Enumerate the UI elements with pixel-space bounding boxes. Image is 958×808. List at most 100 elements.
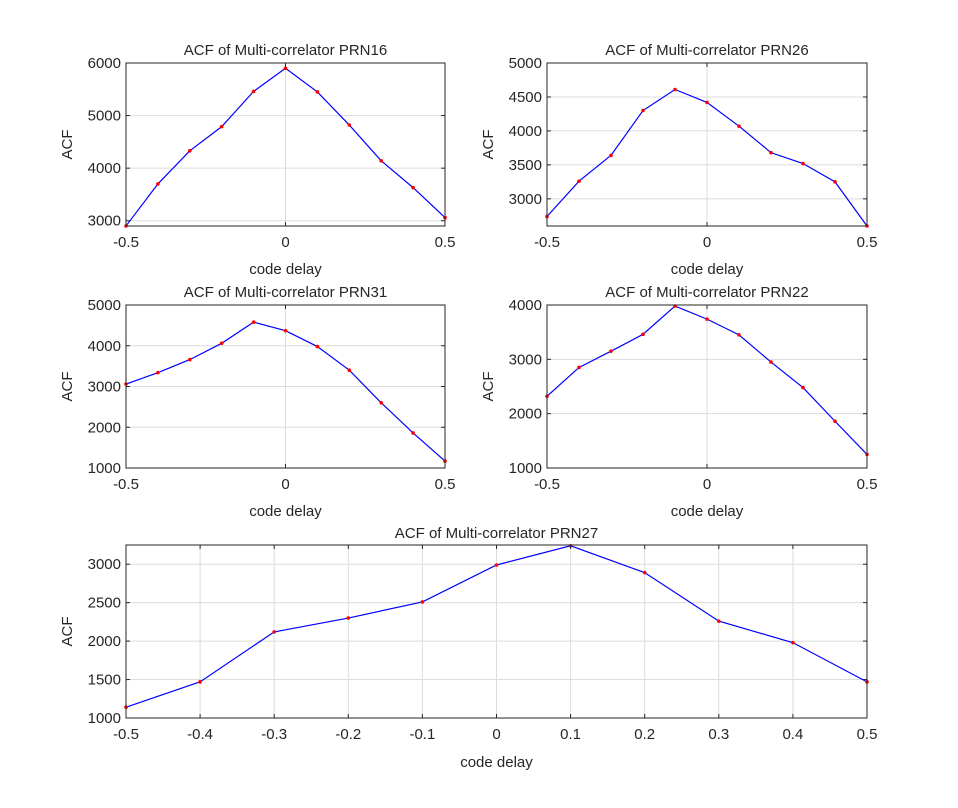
y-tick-label: 2500 <box>88 595 121 612</box>
data-point-marker <box>641 332 645 337</box>
data-point-marker <box>188 149 192 153</box>
y-tick-label: 3500 <box>509 157 542 174</box>
y-tick-label: 4000 <box>509 297 542 314</box>
subplot-title: ACF of Multi-correlator PRN27 <box>395 525 598 542</box>
x-tick-label: 0 <box>281 476 289 493</box>
y-axis-label: ACF <box>59 130 76 160</box>
subplot-title: ACF of Multi-correlator PRN22 <box>605 284 808 301</box>
subplot-title: ACF of Multi-correlator PRN16 <box>184 42 387 59</box>
ticks-layer: -0.5 0 0.5 3000 3500 4000 4500 5000 <box>509 55 878 251</box>
x-tick-label: 0.4 <box>782 726 803 743</box>
data-point-marker <box>219 124 224 129</box>
data-point-marker <box>737 333 741 337</box>
y-tick-label: 5000 <box>509 55 542 72</box>
y-tick-label: 3000 <box>509 191 542 208</box>
y-tick-label: 3000 <box>509 351 542 368</box>
data-point-marker <box>283 328 288 333</box>
x-tick-label: -0.5 <box>113 234 139 251</box>
data-point-marker <box>315 90 320 94</box>
data-point-marker <box>347 123 352 127</box>
data-point-marker <box>156 182 160 186</box>
ticks-layer: -0.5 0 0.5 1000 2000 3000 4000 5000 <box>88 297 456 493</box>
data-point-marker <box>347 368 352 373</box>
data-point-marker <box>315 344 320 349</box>
series-layer <box>124 320 447 463</box>
y-tick-label: 2000 <box>88 633 121 650</box>
y-tick-label: 3000 <box>88 556 121 573</box>
data-point-marker <box>801 161 805 166</box>
y-axis-label: ACF <box>480 130 497 160</box>
data-point-marker <box>251 89 256 94</box>
series-layer <box>545 304 869 457</box>
y-tick-label: 6000 <box>88 55 121 72</box>
x-tick-label: -0.1 <box>409 726 435 743</box>
x-tick-label: -0.4 <box>187 726 213 743</box>
data-point-marker <box>717 619 721 623</box>
x-tick-label: 0.5 <box>857 234 878 251</box>
y-tick-label: 1000 <box>88 710 121 727</box>
data-point-marker <box>411 431 415 435</box>
x-tick-label: 0 <box>703 476 711 493</box>
x-axis-label: code delay <box>671 261 744 278</box>
x-axis-label: code delay <box>460 754 533 771</box>
data-point-marker <box>346 616 351 620</box>
y-axis-label: ACF <box>480 372 497 402</box>
data-point-marker <box>272 630 277 634</box>
x-tick-label: 0 <box>492 726 500 743</box>
x-tick-label: -0.2 <box>335 726 361 743</box>
x-tick-label: 0.5 <box>435 476 456 493</box>
data-point-marker <box>673 87 677 92</box>
x-tick-label: -0.3 <box>261 726 287 743</box>
ticks-layer: -0.5 0 0.5 3000 4000 5000 6000 <box>88 55 456 251</box>
x-axis-label: code delay <box>671 503 744 520</box>
subplot-prn16: ACF of Multi-correlator PRN16 code delay… <box>59 42 455 278</box>
data-point-marker <box>801 385 805 390</box>
series-layer <box>124 66 447 228</box>
data-point-marker <box>705 100 709 105</box>
x-tick-label: 0.2 <box>634 726 655 743</box>
data-point-marker <box>219 341 224 346</box>
data-point-marker <box>791 640 795 645</box>
x-tick-label: 0.1 <box>560 726 581 743</box>
data-point-marker <box>769 360 773 364</box>
y-tick-label: 3000 <box>88 379 121 396</box>
data-point-marker <box>188 357 192 362</box>
y-tick-label: 1500 <box>88 672 121 689</box>
y-tick-label: 4000 <box>88 160 121 177</box>
subplot-prn26: ACF of Multi-correlator PRN26 code delay… <box>480 42 877 278</box>
x-tick-label: -0.5 <box>534 476 560 493</box>
data-point-marker <box>420 600 425 604</box>
ticks-layer: -0.5 0 0.5 1000 2000 3000 4000 <box>509 297 878 493</box>
data-point-marker <box>705 317 709 321</box>
data-point-marker <box>251 320 256 324</box>
y-tick-label: 4000 <box>509 123 542 140</box>
data-point-marker <box>769 150 773 155</box>
data-point-marker <box>379 401 384 405</box>
data-point-marker <box>411 185 415 190</box>
data-point-marker <box>833 419 837 424</box>
x-axis-label: code delay <box>249 503 322 520</box>
y-tick-label: 1000 <box>88 460 121 477</box>
subplot-title: ACF of Multi-correlator PRN26 <box>605 42 808 59</box>
y-axis-label: ACF <box>59 617 76 647</box>
series-layer <box>545 87 869 228</box>
data-point-marker <box>641 108 645 113</box>
subplot-prn27: ACF of Multi-correlator PRN27 code delay… <box>59 525 877 771</box>
y-tick-label: 3000 <box>88 213 121 230</box>
data-point-marker <box>737 124 741 128</box>
data-point-marker <box>642 570 647 575</box>
x-tick-label: 0 <box>281 234 289 251</box>
data-point-marker <box>156 370 160 375</box>
data-point-marker <box>379 159 384 163</box>
x-tick-label: -0.5 <box>534 234 560 251</box>
x-tick-label: 0 <box>703 234 711 251</box>
y-tick-label: 2000 <box>88 419 121 436</box>
y-tick-label: 5000 <box>88 297 121 314</box>
data-point-marker <box>609 349 613 353</box>
subplot-title: ACF of Multi-correlator PRN31 <box>184 284 387 301</box>
ticks-layer: -0.5 -0.4 -0.3 -0.2 -0.1 0 0.1 0.2 0.3 0.4 0.5 1000… <box>88 545 877 743</box>
x-tick-label: 0.3 <box>708 726 729 743</box>
x-axis-label: code delay <box>249 261 322 278</box>
